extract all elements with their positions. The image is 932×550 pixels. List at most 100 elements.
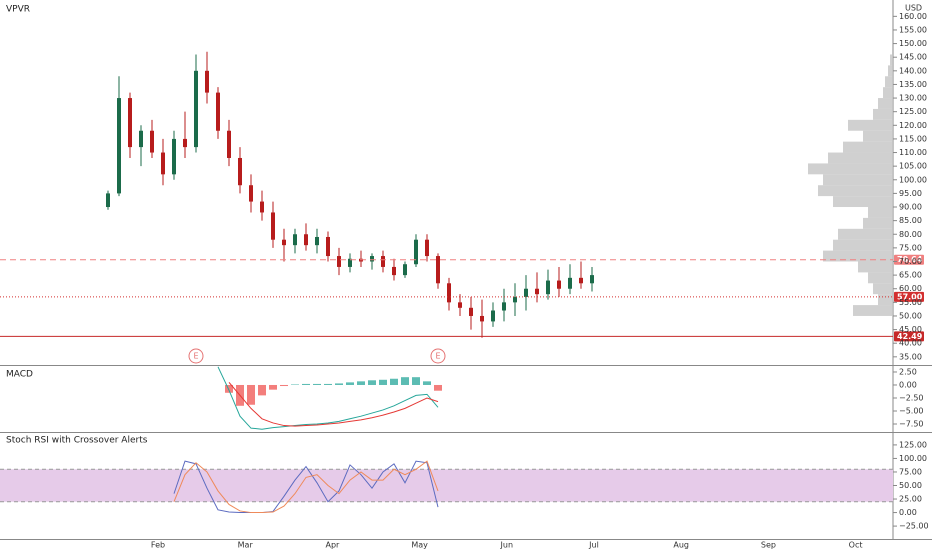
- axis-unit: USD: [905, 4, 922, 13]
- histogram-bar: [368, 380, 376, 385]
- volume-profile-bar: [863, 130, 893, 142]
- volume-profile-bar: [843, 141, 893, 153]
- x-tick-label: Mar: [238, 541, 254, 550]
- y-tick-label: 0.00: [899, 508, 917, 517]
- y-tick-label: 130.00: [899, 94, 927, 103]
- price-label-box: [894, 291, 924, 302]
- y-tick-label: 95.00: [899, 189, 922, 198]
- histogram-bar: [401, 377, 409, 385]
- candle-body: [205, 70, 209, 93]
- candle-body: [480, 315, 484, 322]
- y-tick-label: 25.00: [899, 495, 922, 504]
- y-tick-label: 140.00: [899, 66, 927, 75]
- y-tick-label: 40.00: [899, 339, 922, 348]
- x-tick-label: Apr: [325, 541, 340, 550]
- volume-profile-bar: [883, 87, 893, 99]
- x-tick-label: Jul: [588, 541, 599, 550]
- y-tick-label: 115.00: [899, 134, 927, 143]
- indicator-line: [173, 460, 439, 514]
- indicator-title: MACD: [6, 370, 33, 380]
- y-tick-label: 35.00: [899, 352, 922, 361]
- candle-body: [117, 98, 121, 194]
- volume-profile-bar: [863, 217, 893, 229]
- volume-profile-bar: [873, 283, 893, 295]
- y-tick-label: 125.00: [899, 107, 927, 116]
- candle-body: [128, 98, 132, 148]
- candle-body: [150, 130, 154, 153]
- histogram-bar: [324, 383, 332, 385]
- price-label-box: [894, 254, 924, 265]
- candle-body: [579, 277, 583, 284]
- y-tick-label: 70.00: [899, 257, 922, 266]
- histogram-bar: [280, 384, 288, 387]
- y-tick-label: 100.00: [899, 175, 927, 184]
- candle-body: [458, 302, 462, 308]
- histogram-bar: [269, 384, 277, 390]
- candle-body: [557, 280, 561, 289]
- histogram-bar: [247, 384, 255, 405]
- indicator-line: [228, 382, 439, 427]
- y-tick-label: 80.00: [899, 230, 922, 239]
- candle-body: [260, 201, 264, 213]
- volume-profile-bar: [833, 239, 893, 251]
- candle-body: [513, 296, 517, 303]
- y-tick-label: −25.00: [899, 522, 929, 531]
- price-label: 70.64: [897, 255, 923, 264]
- histogram-bar: [379, 379, 387, 385]
- histogram-bar: [412, 377, 420, 385]
- y-tick-label: 65.00: [899, 271, 922, 280]
- x-tick-label: Aug: [673, 541, 689, 550]
- candle-body: [546, 280, 550, 295]
- candle-body: [348, 258, 352, 267]
- candle-body: [249, 185, 253, 202]
- histogram-bar: [434, 384, 442, 391]
- y-tick-label: 75.00: [899, 467, 922, 476]
- candle-body: [293, 234, 297, 246]
- indicator-line: [217, 366, 439, 430]
- candle-body: [568, 277, 572, 289]
- y-tick-label: 110.00: [899, 148, 927, 157]
- y-tick-label: 75.00: [899, 243, 922, 252]
- candle-body: [370, 256, 374, 262]
- volume-profile-bar: [853, 305, 893, 316]
- y-tick-label: 60.00: [899, 284, 922, 293]
- stoch-band: [0, 469, 893, 502]
- histogram-bar: [357, 381, 365, 385]
- volume-profile-bar: [873, 108, 893, 120]
- candle-body: [403, 264, 407, 276]
- candle-body: [271, 212, 275, 240]
- y-tick-label: 0.00: [899, 380, 917, 389]
- volume-profile-bar: [838, 228, 893, 240]
- volume-profile-bar: [890, 54, 893, 66]
- candle-body: [304, 234, 308, 246]
- volume-profile-bar: [888, 65, 893, 77]
- indicator-line: [173, 460, 439, 514]
- candle-body: [238, 157, 242, 186]
- y-tick-label: 100.00: [899, 454, 927, 463]
- y-tick-label: 120.00: [899, 121, 927, 130]
- y-tick-label: 2.50: [899, 367, 917, 376]
- candle-body: [381, 256, 385, 267]
- x-tick-label: Feb: [151, 541, 165, 550]
- volume-profile-bar: [848, 119, 893, 131]
- candle-body: [106, 193, 110, 208]
- y-tick-label: 160.00: [899, 12, 927, 21]
- volume-profile-bar: [868, 207, 893, 218]
- histogram-bar: [423, 381, 431, 385]
- event-label: E: [193, 352, 198, 361]
- y-tick-label: 85.00: [899, 216, 922, 225]
- histogram-bar: [335, 383, 343, 385]
- volume-profile-bar: [885, 76, 893, 88]
- candle-body: [491, 310, 495, 322]
- y-tick-label: 125.00: [899, 440, 927, 449]
- y-tick-label: 45.00: [899, 325, 922, 334]
- histogram-bar: [225, 384, 233, 393]
- candle-body: [524, 288, 528, 297]
- candle-body: [469, 307, 473, 316]
- candle-body: [194, 70, 198, 148]
- candle-body: [337, 256, 341, 267]
- price-label: 42.49: [897, 332, 923, 341]
- candle-body: [172, 138, 176, 175]
- histogram-bar: [258, 384, 266, 396]
